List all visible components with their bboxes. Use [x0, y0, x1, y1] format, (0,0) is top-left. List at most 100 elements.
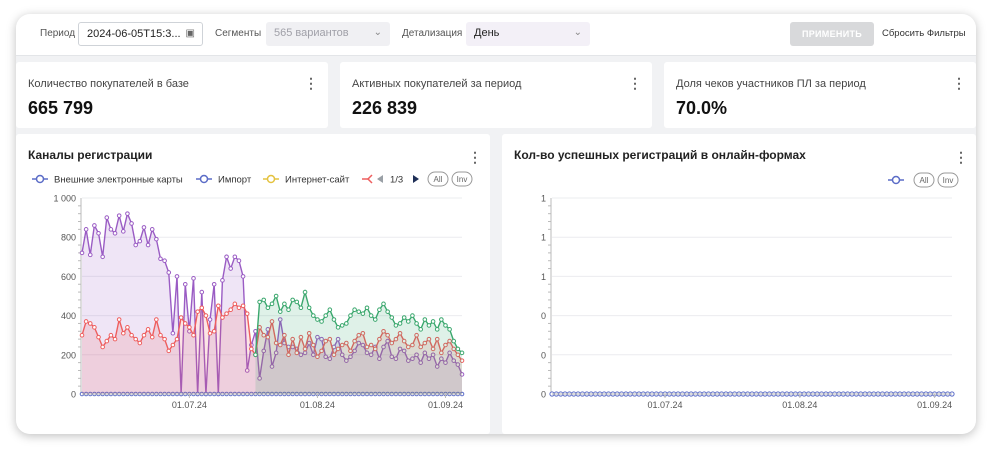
legend-all-button[interactable]: All — [427, 171, 449, 187]
period-input[interactable]: 2024-06-05T15:3... ▣ — [78, 22, 203, 46]
data-point — [356, 332, 362, 338]
pager-prev-icon[interactable] — [377, 175, 383, 183]
series-area — [255, 292, 462, 394]
data-point — [125, 211, 130, 216]
period-label: Период — [40, 28, 76, 39]
data-point — [344, 321, 349, 326]
legend-item-partial[interactable] — [362, 174, 373, 184]
more-menu-icon[interactable]: ⋮ — [628, 75, 642, 91]
data-point — [207, 317, 213, 322]
x-tick-label: 01.08.24 — [782, 400, 817, 410]
data-point — [385, 309, 390, 314]
data-point — [228, 266, 233, 271]
detail-select[interactable]: День ⌄ — [466, 22, 590, 46]
inv-button-outline — [937, 172, 959, 188]
data-point — [414, 352, 419, 358]
data-point — [364, 344, 370, 350]
data-point — [368, 352, 374, 358]
data-point — [137, 340, 143, 346]
data-point — [265, 334, 271, 340]
data-point — [406, 344, 411, 350]
data-point — [79, 250, 85, 256]
data-point — [447, 338, 452, 344]
data-point — [319, 336, 324, 342]
data-point — [87, 252, 93, 258]
apply-button[interactable]: ПРИМЕНИТЬ — [790, 22, 874, 46]
legend-inv-button[interactable]: Inv — [937, 172, 959, 188]
chevron-down-icon: ⌄ — [573, 27, 582, 38]
y-tick-label: 0 — [71, 390, 76, 400]
kpi-title: Количество покупателей в базе — [28, 78, 189, 90]
data-point — [430, 352, 436, 358]
data-point — [240, 303, 246, 309]
calendar-icon[interactable]: ▣ — [185, 28, 195, 39]
data-point — [414, 332, 419, 338]
data-point — [356, 340, 362, 346]
more-menu-icon[interactable]: ⋮ — [954, 149, 968, 165]
data-point — [311, 313, 316, 318]
all-button-outline — [913, 172, 935, 188]
x-tick-label: 01.07.24 — [172, 400, 207, 410]
legend-item-website[interactable]: Интернет-сайт — [263, 175, 350, 186]
more-menu-icon[interactable]: ⋮ — [468, 149, 482, 165]
data-point — [261, 297, 267, 303]
data-point — [385, 332, 390, 338]
data-point — [149, 227, 155, 232]
data-point — [158, 332, 163, 338]
data-point — [418, 360, 423, 365]
data-point — [121, 330, 126, 336]
data-point — [389, 315, 395, 320]
legend-label: Интернет-сайт — [285, 175, 350, 186]
data-point — [187, 325, 192, 330]
segments-select[interactable]: 565 вариантов ⌄ — [266, 22, 390, 46]
data-point — [451, 346, 457, 352]
data-point — [170, 330, 176, 336]
data-point — [108, 332, 114, 338]
data-point — [319, 319, 324, 324]
detail-label: Детализация — [402, 28, 463, 39]
legend-item-import[interactable]: Импорт — [196, 175, 252, 186]
data-point — [447, 327, 452, 332]
data-point — [451, 338, 457, 344]
data-point — [401, 338, 407, 344]
data-point — [79, 332, 85, 338]
data-point — [294, 350, 300, 356]
data-point — [430, 346, 436, 352]
data-point — [277, 309, 283, 314]
data-point — [459, 350, 465, 356]
legend-all-button[interactable]: All — [913, 172, 935, 188]
data-point — [269, 301, 275, 307]
data-point — [154, 317, 159, 322]
detail-value: День — [474, 27, 500, 39]
data-point — [331, 317, 337, 322]
data-point — [236, 258, 242, 264]
data-point — [447, 350, 452, 356]
more-menu-icon[interactable]: ⋮ — [304, 75, 318, 91]
legend-label: Внешние электронные карты — [54, 175, 183, 186]
data-point — [418, 327, 423, 332]
data-point — [401, 348, 407, 354]
chevron-down-icon: ⌄ — [373, 27, 382, 38]
data-point — [203, 313, 209, 318]
data-point — [240, 274, 246, 279]
data-point — [406, 319, 411, 324]
pager-next-icon[interactable] — [413, 175, 419, 183]
data-point — [162, 258, 167, 264]
data-point — [191, 332, 196, 338]
data-point — [286, 352, 291, 358]
data-point — [401, 315, 407, 320]
data-point — [311, 342, 316, 348]
data-point — [443, 342, 448, 348]
data-point — [211, 281, 217, 287]
reset-filters-button[interactable]: Сбросить Фильтры — [882, 28, 966, 39]
more-menu-icon[interactable]: ⋮ — [952, 75, 966, 91]
data-point — [302, 289, 308, 295]
data-point — [348, 354, 353, 360]
data-point — [191, 276, 196, 281]
legend-item-ext-cards[interactable]: Внешние электронные карты — [32, 175, 183, 186]
data-point — [244, 368, 250, 373]
data-point — [261, 332, 267, 338]
data-point — [145, 242, 151, 248]
legend-item-series[interactable] — [888, 175, 904, 185]
legend-inv-button[interactable]: Inv — [451, 171, 473, 187]
